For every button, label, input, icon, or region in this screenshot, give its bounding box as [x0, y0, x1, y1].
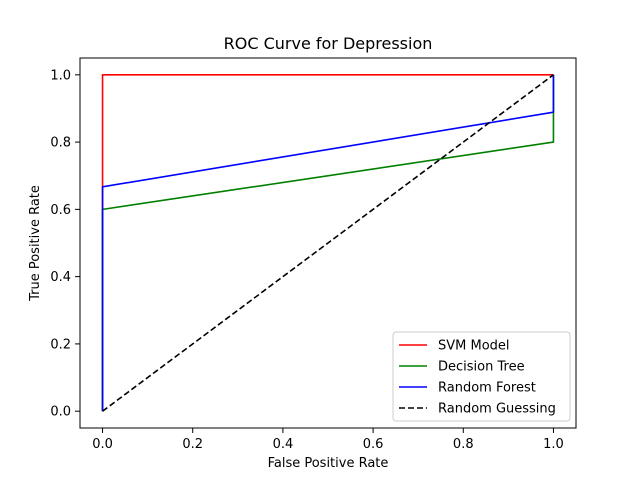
legend: SVM Model Decision Tree Random Forest Rando… — [392, 331, 571, 422]
y-tick-label: 0.4 — [50, 270, 71, 285]
series-layer — [101, 74, 555, 412]
chart-title: ROC Curve for Depression — [224, 34, 433, 53]
legend-label: Random Forest — [438, 381, 536, 396]
x-tick-label: 0.4 — [273, 437, 294, 452]
y-tick-label: 0.2 — [50, 337, 71, 352]
x-tick-label: 0.0 — [92, 437, 113, 452]
legend-label: Random Guessing — [438, 402, 556, 417]
legend-box — [392, 331, 571, 422]
y-tick-label: 1.0 — [50, 68, 71, 83]
series-line-random-forest — [101, 74, 555, 412]
y-axis-label: True Positive Rate — [28, 185, 43, 302]
series-line-random-guessing — [102, 74, 554, 412]
y-tick-label: 0.6 — [50, 203, 71, 218]
x-tick-label: 1.0 — [543, 437, 564, 452]
x-tick-label: 0.2 — [182, 437, 203, 452]
x-tick-label: 0.6 — [363, 437, 384, 452]
y-tick-label: 0.8 — [50, 136, 71, 151]
legend-label: Decision Tree — [438, 360, 525, 375]
y-tick-label: 0.0 — [50, 405, 71, 420]
x-tick-label: 0.8 — [453, 437, 474, 452]
legend-label: SVM Model — [438, 339, 510, 354]
ticks-layer: 0.0 0.2 0.4 0.6 0.8 1.0 0.0 0.2 0.4 0.6 0.8 1.0 — [50, 68, 563, 452]
x-axis-label: False Positive Rate — [268, 456, 389, 471]
plot-frame — [79, 57, 577, 429]
